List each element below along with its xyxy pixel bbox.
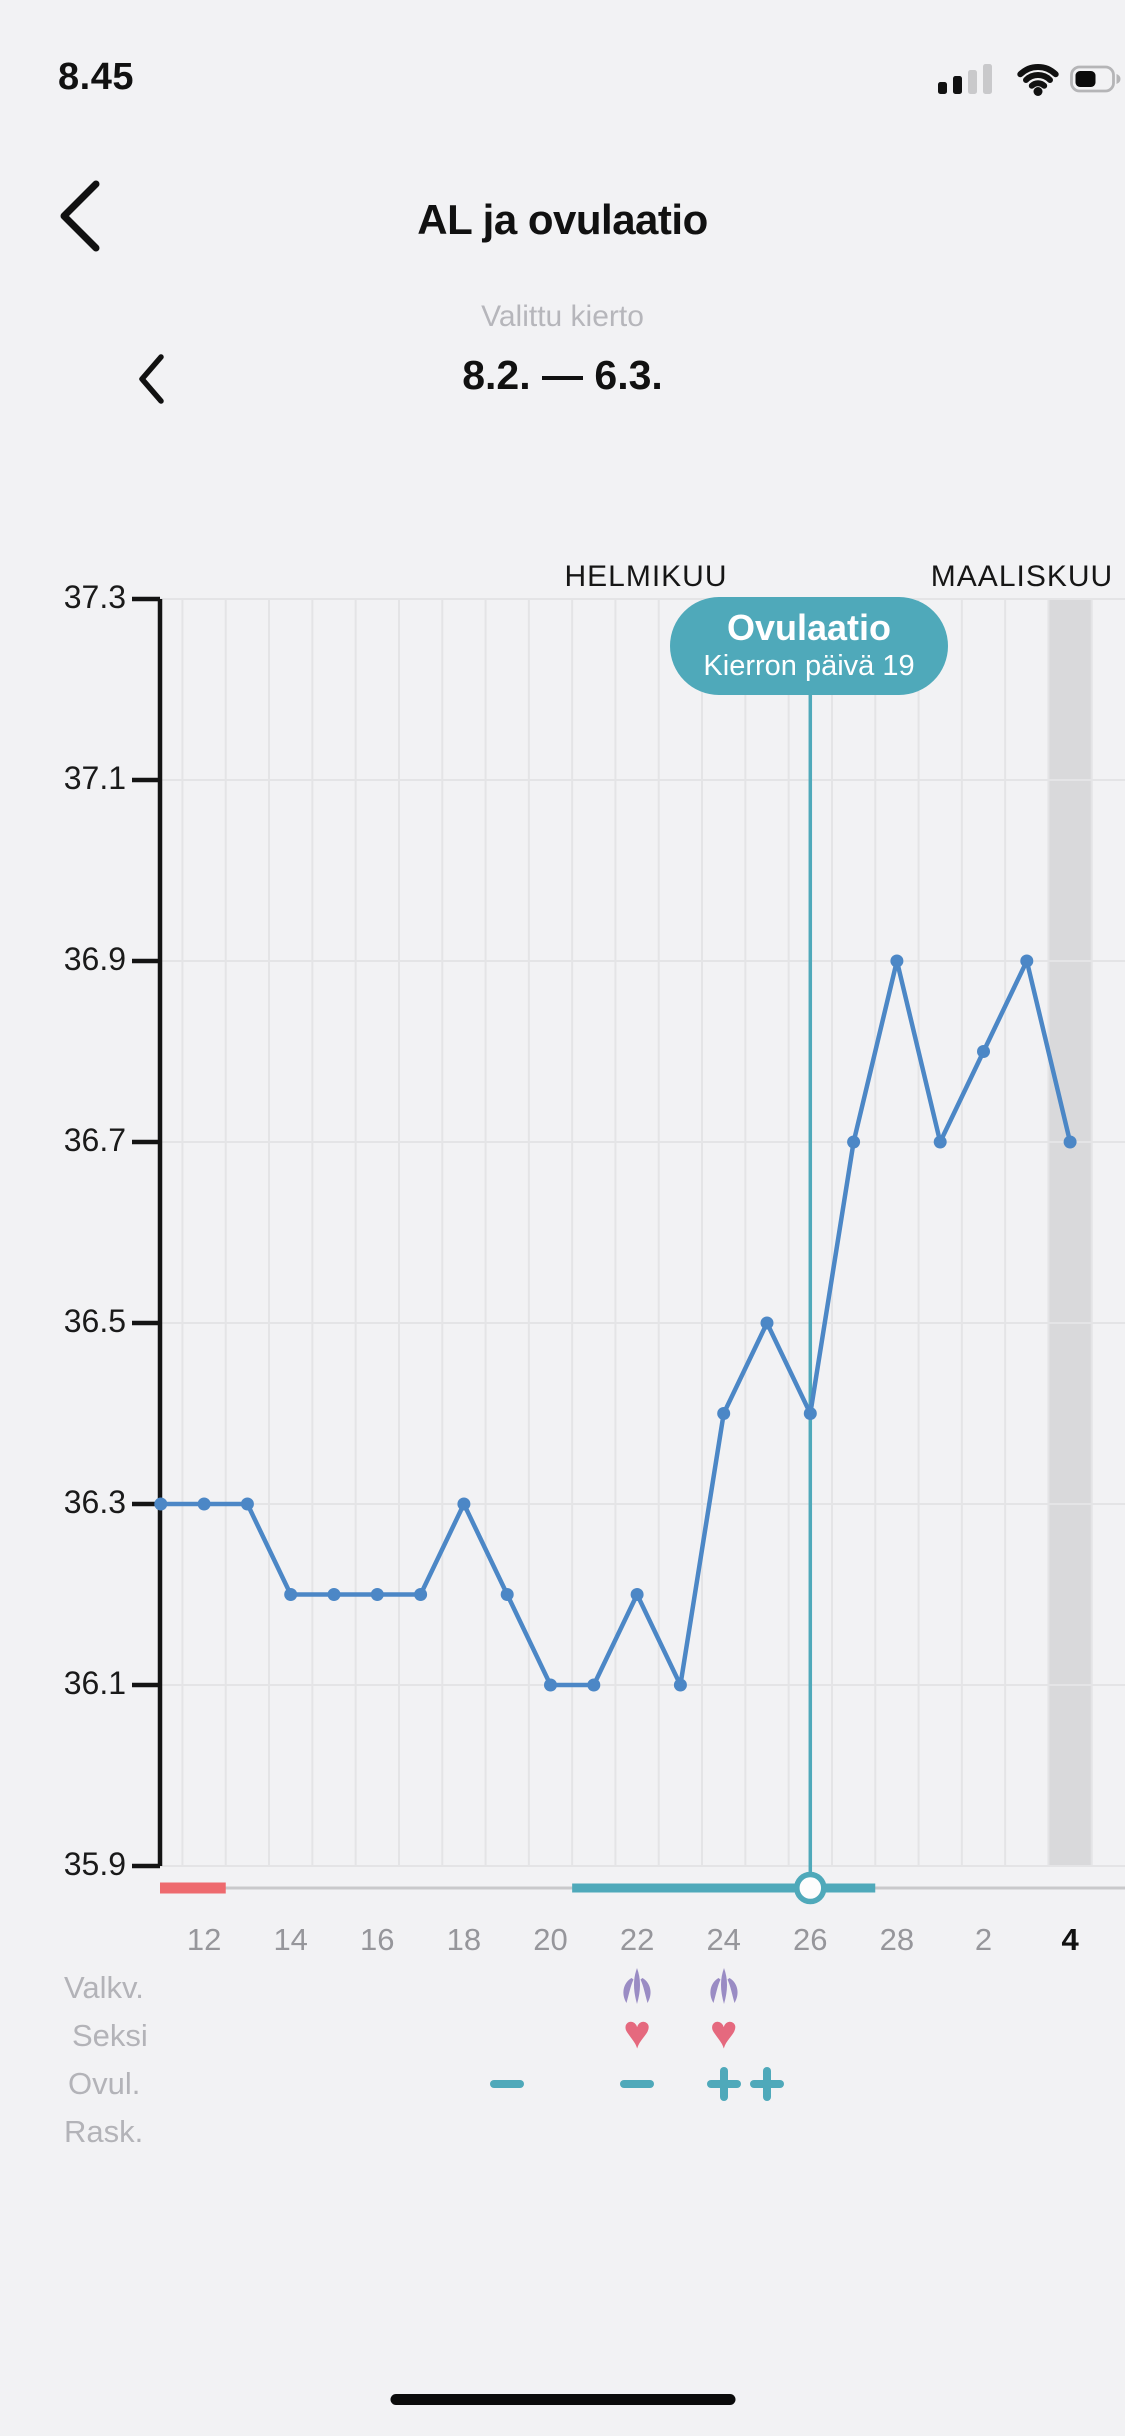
x-axis-label: 28 — [879, 1922, 915, 1957]
temperature-point — [414, 1588, 428, 1601]
y-axis-label: 36.3 — [63, 1484, 126, 1520]
status-time: 8.45 — [58, 56, 134, 98]
cervical-mucus-icon — [706, 1966, 742, 2008]
x-axis-label: 4 — [1061, 1922, 1079, 1957]
cervical-mucus-icon — [619, 1966, 655, 2008]
temperature-point — [717, 1407, 731, 1420]
x-axis-label: 20 — [533, 1922, 568, 1957]
page-title: AL ja ovulaatio — [417, 196, 708, 243]
x-axis-label: 18 — [446, 1922, 482, 1957]
x-axis-label: 14 — [273, 1922, 308, 1957]
cycle-selector-label: Valittu kierto — [481, 300, 644, 333]
ovulation-test-positive-icon — [749, 2066, 785, 2102]
temperature-point — [457, 1497, 471, 1511]
chevron-left-icon — [139, 354, 164, 404]
x-axis-label: 2 — [974, 1922, 993, 1957]
row-label-cervical-mucus: Valkv. — [64, 1970, 144, 2005]
y-axis-label: 36.1 — [63, 1665, 126, 1701]
row-label-ovulation-test: Ovul. — [68, 2066, 141, 2101]
x-axis-label: 24 — [706, 1922, 741, 1957]
month-label-february: HELMIKUU — [564, 560, 728, 593]
temperature-point — [803, 1407, 817, 1420]
temperature-point — [933, 1135, 947, 1149]
temperature-point — [1020, 954, 1034, 968]
x-axis-label: 22 — [619, 1922, 655, 1957]
ovulation-badge-subtitle: Kierron päivä 19 — [703, 650, 915, 682]
temperature-point — [673, 1678, 687, 1692]
ovulation-marker-circle — [794, 1871, 827, 1905]
sex-heart-icon: ♥ — [709, 2005, 738, 2058]
temperature-point — [847, 1135, 861, 1149]
temperature-point — [587, 1678, 601, 1692]
chevron-left-icon — [60, 180, 100, 252]
temperature-point — [240, 1497, 254, 1511]
x-axis-label: 16 — [360, 1922, 395, 1957]
cycle-date-range[interactable]: 8.2. — 6.3. — [462, 352, 663, 398]
temperature-point — [544, 1678, 557, 1692]
row-label-sex: Seksi — [72, 2018, 148, 2053]
temperature-line — [158, 958, 1073, 1688]
y-axis-label: 36.5 — [63, 1303, 126, 1339]
wifi-icon — [1017, 63, 1059, 96]
temperature-point — [327, 1588, 341, 1601]
ovulation-test-negative-icon — [619, 2066, 655, 2102]
ovulation-badge-title: Ovulaatio — [726, 607, 892, 648]
ovulation-badge: Ovulaatio Kierron päivä 19 — [670, 597, 948, 695]
ovulation-test-negative-icon — [489, 2066, 525, 2102]
temperature-point — [760, 1316, 774, 1330]
x-axis-label: 12 — [186, 1922, 222, 1957]
today-column-highlight — [1048, 599, 1092, 1866]
temperature-point — [1063, 1135, 1077, 1149]
y-axis-label: 37.1 — [63, 760, 126, 796]
home-indicator[interactable] — [390, 2394, 735, 2405]
back-button[interactable] — [52, 178, 104, 254]
y-axis-label: 35.9 — [63, 1846, 126, 1882]
temperature-point — [500, 1588, 514, 1601]
temperature-point — [890, 954, 904, 968]
cellular-signal-icon — [938, 64, 992, 94]
temperature-point — [154, 1497, 168, 1511]
temperature-point — [977, 1045, 990, 1058]
y-axis-label: 36.9 — [63, 941, 126, 977]
temperature-point — [284, 1588, 298, 1601]
previous-cycle-button[interactable] — [132, 352, 170, 406]
ovulation-test-positive-icon — [706, 2066, 742, 2102]
x-axis-label: 26 — [793, 1922, 828, 1957]
row-label-pregnancy-test: Rask. — [64, 2114, 144, 2149]
sex-heart-icon: ♥ — [623, 2005, 652, 2058]
temperature-point — [370, 1588, 384, 1601]
temperature-point — [630, 1588, 644, 1601]
temperature-point — [197, 1497, 211, 1511]
y-axis-label: 36.7 — [63, 1122, 126, 1158]
y-axis-label: 37.3 — [63, 579, 126, 615]
battery-icon — [1070, 65, 1121, 93]
month-label-march: MAALISKUU — [930, 560, 1114, 593]
